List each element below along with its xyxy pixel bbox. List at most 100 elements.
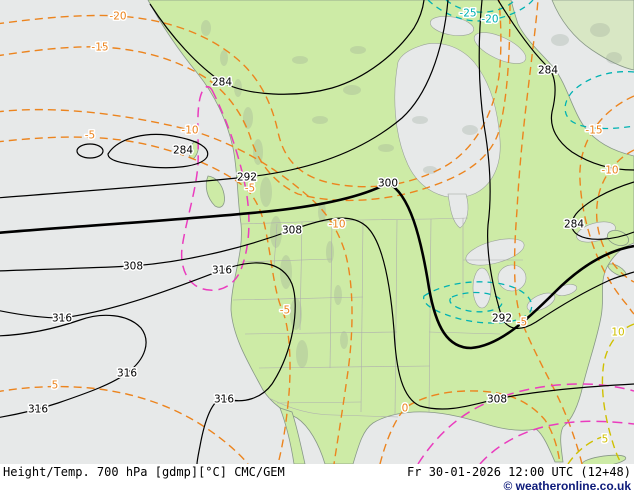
height-contour-low-center: [76, 143, 104, 159]
terrain-blob: [280, 255, 292, 289]
newfoundland: [606, 230, 630, 246]
terrain-blob: [462, 125, 478, 135]
temp-contour-minus25-cyan: [445, 0, 516, 13]
terrain-blob: [590, 23, 610, 37]
copyright: © weatheronline.co.uk: [503, 479, 631, 490]
temp-label: -20: [109, 11, 126, 23]
state-border: [240, 258, 333, 263]
temp-contour-coastal-magenta: [180, 85, 250, 292]
temp-label: 5: [52, 380, 59, 392]
temp-contour-zero: [379, 390, 561, 464]
terrain-blob: [318, 202, 326, 222]
temp-contours-yellow: [567, 323, 634, 464]
terrain-blob: [423, 166, 437, 174]
temp-label: -5: [280, 305, 290, 317]
height-contour-316-southwest: [0, 314, 147, 418]
temp-labels: -20 -15 -10 -5 -5 -10 -5 0 5 -5 -10 -15 -25 -20 10 5: [50, 6, 626, 447]
state-border: [428, 331, 501, 335]
terrain-blob: [334, 285, 342, 305]
state-border: [299, 221, 303, 331]
terrain-blob: [606, 52, 622, 64]
terrain-blob: [378, 144, 394, 152]
temp-contour-plus5-yellow: [567, 436, 603, 464]
height-label: 308: [282, 225, 302, 237]
temp-contour-greenland-cyan: [564, 70, 634, 130]
temp-contour-minus15: [0, 0, 511, 202]
height-label: 284: [212, 77, 232, 89]
temp-contour-plus5: [0, 385, 249, 464]
greenland: [551, 0, 634, 71]
map-area: 284 284 284 292 300 308 308 316 316 284 292 316 316 3…: [0, 0, 634, 464]
temp-label: -20: [481, 14, 498, 26]
terrain-blob: [340, 331, 348, 349]
temp-contour-minus20: [0, 0, 502, 188]
temp-contour-minus5-east: [513, 0, 583, 464]
temp-label: -25: [459, 8, 476, 20]
terrain-blob: [326, 241, 334, 263]
terrain-texture: [201, 20, 622, 368]
baja-california: [279, 407, 306, 464]
temp-contour-minus10-east: [595, 149, 634, 283]
height-label: 284: [173, 145, 193, 157]
temp-label: -10: [181, 125, 198, 137]
caption-title: Height/Temp. 700 hPa [gdmp][°C] CMC/GEM: [3, 465, 285, 479]
height-labels: 284 284 284 292 300 308 308 316 316 284 292 316 316 3…: [26, 63, 585, 417]
terrain-blob: [270, 216, 282, 248]
temp-contours-orange: [0, 0, 634, 464]
temp-label: -5: [85, 130, 95, 142]
height-contour-300-thick: [0, 181, 634, 350]
terrain-blob: [292, 56, 308, 64]
state-border: [244, 331, 398, 335]
temp-contour-minus15-east: [579, 95, 634, 315]
temp-label: -15: [91, 42, 108, 54]
us-mexico-border: [268, 397, 399, 418]
gulf-of-st-lawrence: [576, 221, 616, 243]
temp-contour-southeast-magenta-2: [479, 420, 634, 464]
caption-bar: Height/Temp. 700 hPa [gdmp][°C] CMC/GEM …: [0, 464, 634, 490]
terrain-blob: [412, 116, 428, 124]
state-border: [428, 218, 432, 413]
terrain-blob: [290, 298, 302, 330]
temp-label: -15: [585, 125, 602, 137]
height-contour-284-greenland: [497, 0, 634, 171]
height-label: 316: [52, 313, 72, 325]
temp-contour-minus10: [0, 108, 353, 464]
temp-label: 10: [611, 327, 624, 339]
terrain-blob: [343, 85, 361, 95]
borders: [232, 217, 523, 418]
temp-label: 5: [602, 434, 609, 446]
lake-huron: [497, 264, 527, 292]
landmasses: [147, 0, 634, 464]
terrain-blob: [220, 50, 228, 66]
terrain-blob: [551, 34, 569, 46]
hudson-strait: [473, 32, 527, 64]
height-label: 308: [123, 261, 143, 273]
temp-contour-plus10-yellow: [601, 323, 634, 464]
state-border: [232, 296, 364, 301]
height-label: 316: [28, 404, 48, 416]
temp-contour-cold-pool-inner: [449, 291, 503, 313]
temp-contour-minus5: [0, 136, 291, 464]
height-label: 284: [538, 65, 558, 77]
state-border: [273, 223, 278, 267]
terrain-blob: [296, 340, 308, 368]
terrain-blob: [201, 20, 211, 36]
height-contour-284-lobe: [107, 133, 209, 169]
height-label: 292: [237, 172, 257, 184]
height-contour-284-north: [149, 0, 425, 95]
state-border: [276, 401, 362, 404]
terrain-blob: [312, 116, 328, 124]
lake-michigan: [472, 267, 492, 309]
temp-label: -5: [517, 317, 527, 329]
height-label: 316: [214, 394, 234, 406]
temp-contour-minus20-cyan: [427, 0, 534, 22]
height-contour-316-main: [0, 262, 296, 464]
vancouver-island: [205, 175, 225, 208]
height-label: 292: [492, 313, 512, 325]
terrain-blob: [350, 46, 366, 54]
state-border: [394, 219, 398, 416]
caption-row: Height/Temp. 700 hPa [gdmp][°C] CMC/GEM …: [0, 464, 634, 479]
state-border: [360, 220, 364, 413]
height-contour-308: [0, 217, 634, 410]
